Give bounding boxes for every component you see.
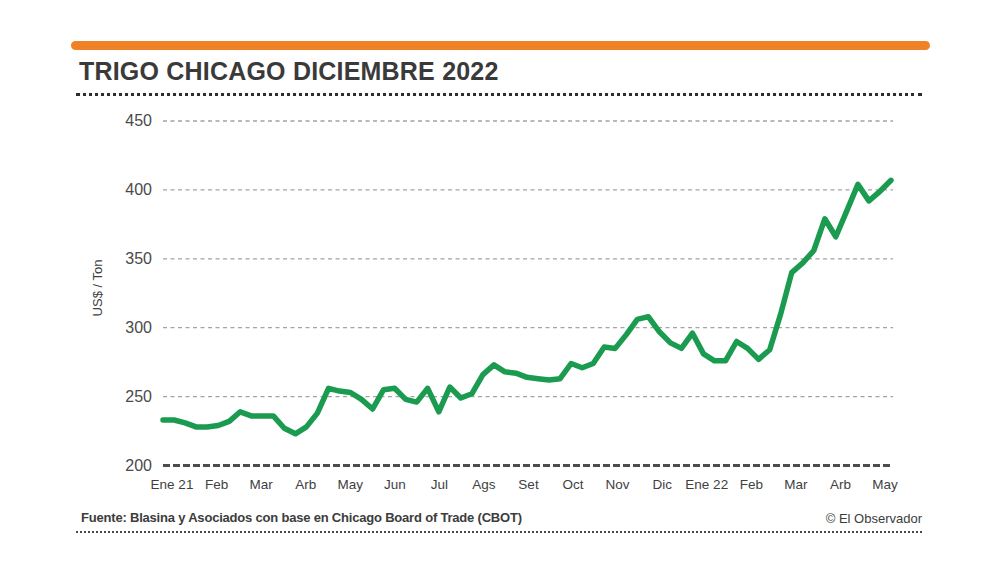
x-tick-label: Ags <box>472 477 495 492</box>
x-tick-label: Mar <box>250 477 273 492</box>
footer-divider <box>76 531 922 533</box>
x-tick-label: May <box>337 477 363 492</box>
y-tick-label: 400 <box>0 182 152 198</box>
x-tick-label: Nov <box>606 477 630 492</box>
x-tick-label: Ene 21 <box>151 477 194 492</box>
y-tick-label: 200 <box>0 458 152 474</box>
x-tick-label: Ene 22 <box>685 477 728 492</box>
x-tick-label: Jun <box>384 477 406 492</box>
source-note: Fuente: Blasina y Asociados con base en … <box>81 510 522 525</box>
y-tick-label: 300 <box>0 320 152 336</box>
x-tick-label: Arb <box>295 477 316 492</box>
x-tick-label: Dic <box>652 477 672 492</box>
y-tick-label: 250 <box>0 389 152 405</box>
x-tick-label: Feb <box>205 477 228 492</box>
y-tick-label: 450 <box>0 113 152 129</box>
credit-note: © El Observador <box>826 511 922 526</box>
price-line <box>163 180 891 433</box>
x-tick-label: Oct <box>563 477 584 492</box>
plot-area <box>0 0 1000 583</box>
x-tick-label: Feb <box>740 477 763 492</box>
x-tick-label: Arb <box>830 477 851 492</box>
x-tick-label: Jul <box>431 477 448 492</box>
y-tick-label: 350 <box>0 251 152 267</box>
x-tick-label: May <box>872 477 898 492</box>
x-tick-label: Mar <box>784 477 807 492</box>
x-tick-label: Set <box>518 477 538 492</box>
